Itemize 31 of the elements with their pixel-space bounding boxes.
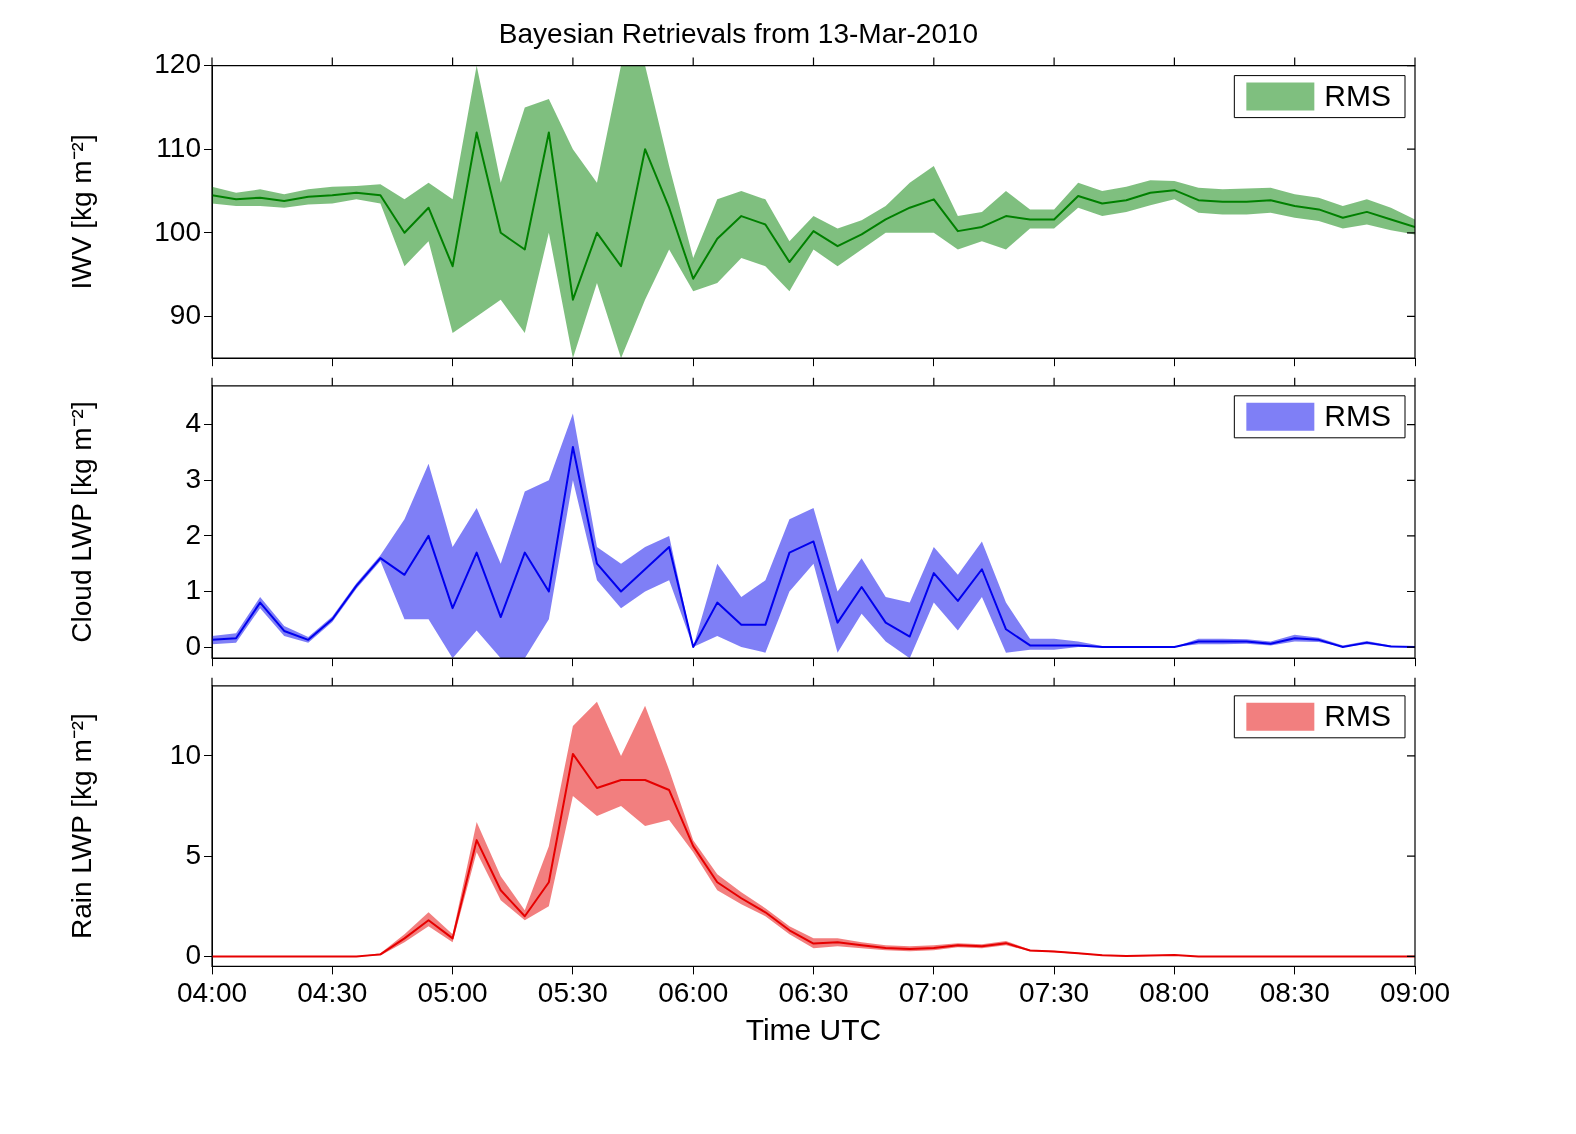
y-tick-label: 1 xyxy=(185,574,201,606)
x-tick-label: 06:30 xyxy=(778,976,849,1008)
y-tick-label: 120 xyxy=(154,48,201,80)
x-tick-label: 05:00 xyxy=(417,976,488,1008)
x-tick-label: 07:30 xyxy=(1019,976,1090,1008)
x-tick-label: 08:00 xyxy=(1139,976,1210,1008)
x-tick-label: 09:00 xyxy=(1379,976,1451,1008)
y-tick-label: 4 xyxy=(185,407,201,439)
chart-title: Bayesian Retrievals from 13-Mar-2010 xyxy=(498,17,979,49)
x-tick-label: 07:00 xyxy=(898,976,969,1008)
legend-label: RMS xyxy=(1324,399,1392,433)
y-tick-label: 100 xyxy=(154,215,201,247)
x-tick-label: 04:30 xyxy=(297,976,368,1008)
y-axis-title: IWV [kg m⁻²] xyxy=(65,134,97,290)
y-tick-label: 110 xyxy=(156,131,201,163)
y-axis-title: Cloud LWP [kg m⁻²] xyxy=(65,401,97,643)
y-tick-label: 3 xyxy=(185,463,201,495)
y-tick-label: 0 xyxy=(185,939,201,971)
x-tick-label: 06:00 xyxy=(658,976,729,1008)
y-axis-title: Rain LWP [kg m⁻²] xyxy=(65,713,97,939)
y-tick-label: 10 xyxy=(169,738,201,770)
x-tick-label: 04:00 xyxy=(176,976,248,1008)
x-axis-title: Time UTC xyxy=(745,1013,882,1047)
legend-label: RMS xyxy=(1324,78,1392,112)
x-tick-label: 05:30 xyxy=(537,976,608,1008)
y-tick-label: 90 xyxy=(169,299,201,331)
legend-label: RMS xyxy=(1324,699,1392,733)
y-tick-label: 5 xyxy=(185,838,201,870)
y-tick-label: 0 xyxy=(185,629,201,661)
x-tick-label: 08:30 xyxy=(1259,976,1330,1008)
y-tick-label: 2 xyxy=(185,518,201,550)
